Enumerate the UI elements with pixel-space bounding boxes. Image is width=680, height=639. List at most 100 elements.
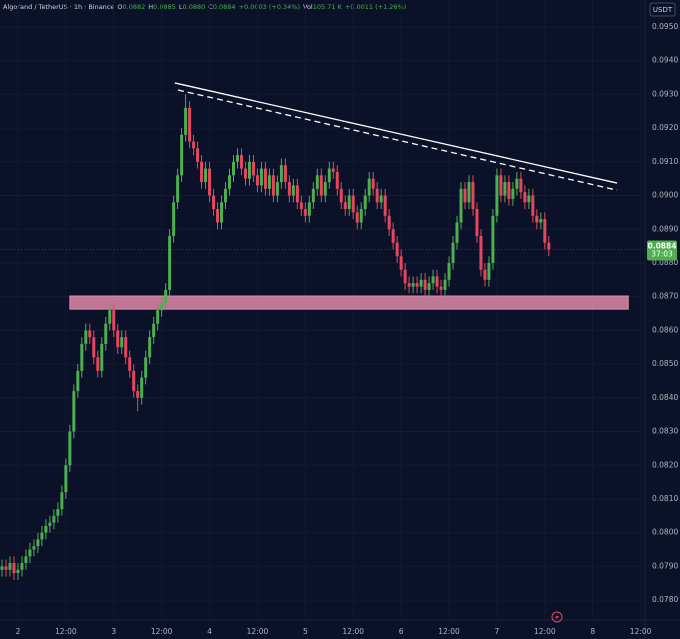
candle-body [363, 195, 367, 210]
y-tick-label: 0.0900 [652, 191, 678, 200]
candle-body [463, 188, 467, 203]
candle-body [307, 202, 311, 216]
candle-body [128, 357, 132, 371]
candle-body [76, 370, 80, 392]
candle-body [104, 323, 108, 344]
candle-body [108, 310, 112, 324]
candle-body [228, 175, 232, 189]
candle-body [471, 182, 475, 210]
candle-body [176, 175, 180, 203]
legend-text: Algorand / TetherUS · 1h · Binance O0.088… [3, 3, 406, 11]
x-tick-label: 8 [590, 627, 595, 636]
candle-body [331, 168, 335, 172]
candle-body [443, 279, 447, 290]
candle-body [515, 178, 519, 189]
candle-body [323, 182, 327, 196]
x-tick-label: 12:00 [247, 627, 269, 636]
candle-body [291, 185, 295, 196]
trendline [177, 89, 618, 191]
candles [0, 94, 551, 580]
change: +0.0003 (+0.34%) [239, 3, 300, 11]
candle-body [52, 515, 56, 523]
ohlc-key: H [148, 3, 153, 11]
candle-body [295, 185, 299, 203]
candle-body [455, 222, 459, 243]
x-tick-label: 5 [303, 627, 308, 636]
candle-body [180, 134, 184, 176]
x-tick-label: 6 [399, 627, 404, 636]
candle-body [475, 209, 479, 236]
candle-body [483, 269, 487, 280]
x-tick-label: 7 [495, 627, 500, 636]
candle-body [415, 283, 419, 287]
candle-body [531, 195, 535, 216]
currency-button[interactable] [649, 2, 676, 17]
candle-body [140, 377, 144, 398]
candle-body [327, 168, 331, 183]
x-tick-label: 12:00 [630, 627, 652, 636]
candle-body [196, 148, 200, 162]
candle-body [259, 168, 263, 186]
candle-body [156, 310, 160, 324]
candle-body [64, 465, 68, 493]
candle-body [204, 168, 208, 183]
y-tick-label: 0.0860 [652, 325, 678, 334]
candle-body [379, 195, 383, 203]
candle-body [216, 209, 220, 223]
candle-body [287, 182, 291, 196]
lightning-icon[interactable] [551, 611, 563, 623]
candle-body [399, 256, 403, 270]
y-tick-label: 0.0890 [652, 224, 678, 233]
candle-body [48, 522, 52, 526]
candle-body [367, 178, 371, 196]
x-tick-label: 4 [207, 627, 212, 636]
y-tick-label: 0.0930 [652, 89, 678, 98]
candle-body [148, 337, 152, 358]
candle-body [347, 195, 351, 210]
y-tick-label: 0.0830 [652, 427, 678, 436]
y-tick-label: 0.0800 [652, 528, 678, 537]
candle-body [499, 175, 503, 196]
y-tick-label: 0.0950 [652, 22, 678, 31]
x-tick-label: 3 [111, 627, 116, 636]
y-tick-label: 0.0850 [652, 359, 678, 368]
candle-body [200, 161, 204, 183]
candle-body [519, 178, 523, 193]
candle-body [72, 391, 76, 432]
candle-body [539, 219, 543, 223]
y-tick-label: 0.0820 [652, 460, 678, 469]
candle-body [24, 556, 28, 564]
candle-body [172, 202, 176, 236]
candle-body [479, 235, 483, 270]
x-tick-label: 12:00 [438, 627, 460, 636]
candle-body [60, 492, 64, 510]
candle-body [212, 195, 216, 210]
candle-body [283, 165, 287, 183]
y-tick-label: 0.0940 [652, 56, 678, 65]
candle-body [507, 182, 511, 199]
y-tick-label: 0.0880 [652, 258, 678, 267]
candle-body [164, 289, 168, 304]
candle-body [275, 182, 279, 196]
candle-body [419, 279, 423, 287]
candle-body [403, 269, 407, 284]
candle-body [231, 161, 235, 176]
currency-label[interactable]: USDT [653, 6, 673, 14]
candle-body [351, 195, 355, 213]
candle-body [28, 549, 32, 557]
candle-body [68, 431, 72, 466]
y-tick-label: 0.0870 [652, 292, 678, 301]
candle-body [407, 283, 411, 287]
candle-body [303, 209, 307, 216]
candle-body [439, 286, 443, 290]
x-tick-label: 12:00 [534, 627, 556, 636]
candle-body [267, 175, 271, 189]
candle-body [88, 330, 92, 338]
candle-body [311, 188, 315, 203]
candle-body [247, 161, 251, 179]
candle-body [359, 209, 363, 223]
candle-body [16, 569, 20, 574]
candle-body [120, 337, 124, 348]
